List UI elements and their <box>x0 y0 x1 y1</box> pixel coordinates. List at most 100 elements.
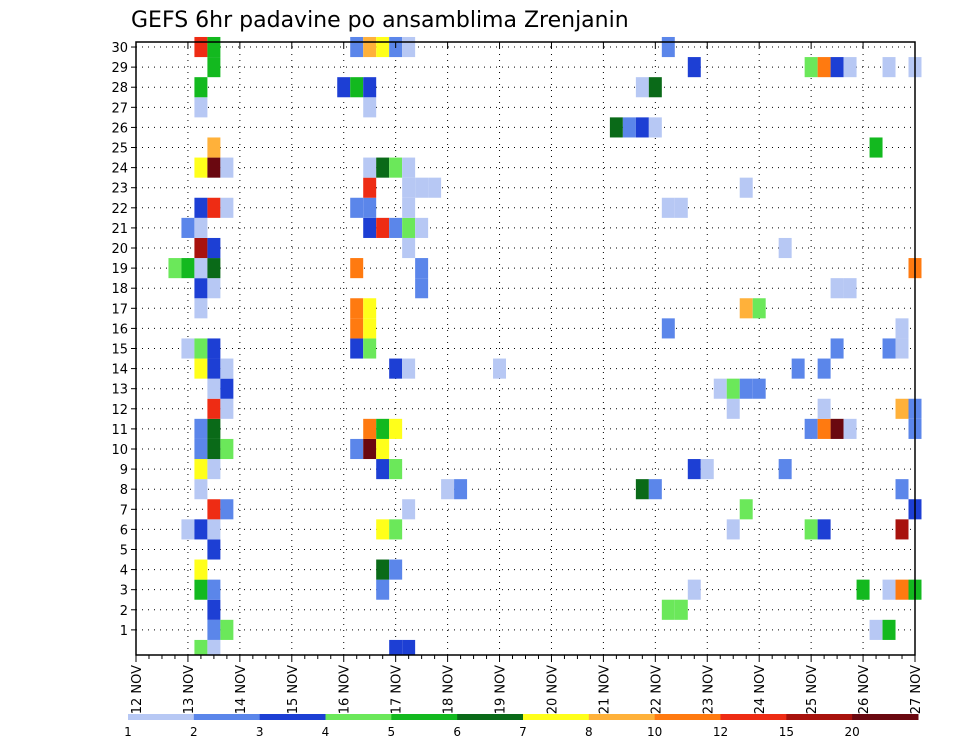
precip-cell <box>194 479 208 500</box>
precip-cell <box>389 459 403 480</box>
precip-cell <box>895 338 909 359</box>
precip-cell <box>194 237 208 259</box>
precip-cell <box>882 619 896 640</box>
precip-cell <box>441 479 455 500</box>
precip-cell <box>207 157 221 178</box>
x-tick-label: 15 NOV <box>286 665 301 714</box>
precip-cell <box>661 318 675 339</box>
precip-cell <box>389 639 403 655</box>
x-tick-label: 21 NOV <box>597 665 612 714</box>
precip-cell <box>389 559 403 580</box>
x-tick-label: 17 NOV <box>390 665 405 714</box>
precip-cell <box>181 519 195 540</box>
precip-cell <box>402 177 416 198</box>
precip-cell <box>648 479 662 500</box>
precip-cell <box>194 338 208 359</box>
precip-cell <box>194 358 208 379</box>
precip-cell <box>207 459 221 480</box>
precip-cell <box>817 358 831 379</box>
axis-layer: 1234567891011121314151617181920212223242… <box>111 41 924 714</box>
precip-cell <box>402 639 416 655</box>
precip-cell <box>207 418 221 439</box>
y-tick-label: 30 <box>111 41 128 56</box>
precip-cell <box>350 438 364 460</box>
precip-cell <box>207 378 221 399</box>
precip-cell <box>363 298 377 319</box>
precip-cell <box>830 338 844 359</box>
precip-cell <box>635 479 649 500</box>
x-tick-label: 24 NOV <box>753 665 768 714</box>
precip-cell <box>609 117 623 138</box>
precip-cell <box>376 217 390 238</box>
precip-cell <box>843 57 857 78</box>
precip-cell <box>220 378 234 399</box>
precip-cell <box>376 157 390 178</box>
precip-cell <box>389 519 403 540</box>
colorbar-label: 8 <box>585 725 593 739</box>
precip-cell <box>194 418 208 439</box>
colorbar-label: 4 <box>322 725 330 739</box>
precip-cell <box>194 579 208 600</box>
x-tick-label: 14 NOV <box>234 665 249 714</box>
precip-cell <box>350 36 364 58</box>
colorbar-label: 20 <box>845 725 860 739</box>
precip-cell <box>207 197 221 218</box>
precip-cell <box>415 278 429 299</box>
y-tick-label: 5 <box>120 543 128 558</box>
precip-cell <box>220 197 234 218</box>
x-tick-label: 27 NOV <box>909 665 924 714</box>
colorbar-segment <box>259 714 326 720</box>
precip-cell <box>194 197 208 218</box>
precip-cell <box>194 258 208 279</box>
precip-cell <box>207 137 221 158</box>
precip-cell <box>376 459 390 480</box>
precip-cell <box>402 36 416 58</box>
precip-cell <box>752 378 766 399</box>
precip-cell <box>687 57 701 78</box>
colorbar-label: 3 <box>256 725 264 739</box>
precip-cell <box>350 77 364 98</box>
colorbar-segment <box>720 714 787 720</box>
y-tick-label: 15 <box>111 343 128 358</box>
precip-cell <box>687 579 701 600</box>
precip-cell <box>882 338 896 359</box>
y-tick-label: 3 <box>120 584 128 599</box>
x-tick-label: 18 NOV <box>442 665 457 714</box>
precip-cell <box>778 237 792 259</box>
y-tick-label: 11 <box>111 423 128 438</box>
precip-cell <box>402 157 416 178</box>
precip-cell <box>635 77 649 98</box>
precip-cell <box>454 479 468 500</box>
precip-cell <box>220 619 234 640</box>
precip-cell <box>194 559 208 580</box>
y-tick-label: 17 <box>111 302 128 317</box>
precip-cell <box>661 599 675 620</box>
colorbar-segment <box>654 714 721 720</box>
precip-cell <box>350 338 364 359</box>
precip-cell <box>830 57 844 78</box>
precip-cell <box>207 499 221 520</box>
y-tick-label: 18 <box>111 282 128 297</box>
precip-cell <box>350 258 364 279</box>
precip-cell <box>817 57 831 78</box>
precip-cell <box>493 358 507 379</box>
y-tick-label: 13 <box>111 383 128 398</box>
colorbar-segment <box>193 714 261 720</box>
colorbar-segment <box>523 714 590 720</box>
precip-cell <box>830 418 844 439</box>
precip-cell <box>389 217 403 238</box>
colorbar-label: 2 <box>190 725 198 739</box>
y-tick-label: 14 <box>111 363 128 378</box>
plot-frame <box>135 41 916 656</box>
precip-cell <box>207 278 221 299</box>
precip-cell <box>635 117 649 138</box>
precip-cell <box>194 459 208 480</box>
colorbar-segment <box>325 714 392 720</box>
colorbar-segment <box>457 714 524 720</box>
precip-cell <box>804 418 818 439</box>
precip-cell <box>415 258 429 279</box>
colorbar-label: 15 <box>779 725 794 739</box>
precip-cell <box>181 338 195 359</box>
precip-cell <box>700 459 714 480</box>
